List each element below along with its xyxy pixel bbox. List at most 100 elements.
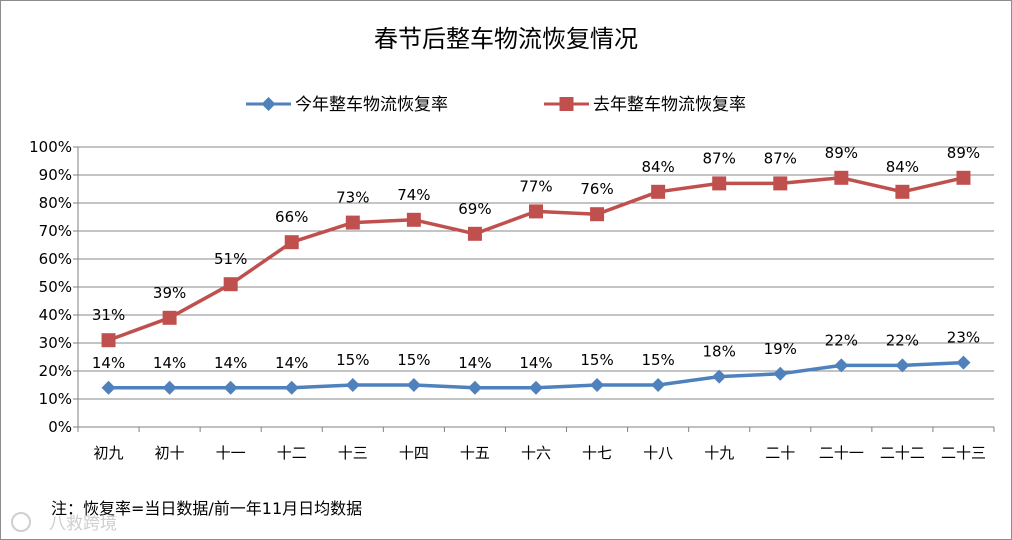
data-label: 14% xyxy=(275,354,308,372)
data-point xyxy=(101,380,116,395)
data-label: 76% xyxy=(580,180,613,198)
data-label: 14% xyxy=(519,354,552,372)
series-last-year: 31% 39% 51% 66% 73% 74% 69% 77% 76% 84% 87% 87% 89% 8… xyxy=(92,144,980,348)
x-tick-label: 初十 xyxy=(155,444,185,462)
data-point xyxy=(529,204,543,219)
x-tick-label: 初九 xyxy=(94,444,124,462)
x-axis-tick-labels: 初九 初十 十一 十二 十三 十四 十五 十六 十七 十八 十九 二十 二十一 二十二 二十三 xyxy=(94,444,986,462)
data-label: 31% xyxy=(92,306,125,324)
x-tick-label: 十四 xyxy=(399,444,429,462)
y-tick-label: 40% xyxy=(39,306,72,324)
chart-title: 春节后整车物流恢复情况 xyxy=(374,25,638,53)
x-tick-label: 十六 xyxy=(521,444,551,462)
data-label: 19% xyxy=(764,340,797,358)
x-tick-label: 二十一 xyxy=(819,444,864,462)
y-tick-label: 80% xyxy=(39,194,72,212)
data-label: 39% xyxy=(153,284,186,302)
data-label: 66% xyxy=(275,208,308,226)
data-label: 14% xyxy=(214,354,247,372)
y-tick-label: 90% xyxy=(39,166,72,184)
data-label: 69% xyxy=(458,200,491,218)
x-tick-label: 十九 xyxy=(704,444,734,462)
data-label: 74% xyxy=(397,186,430,204)
data-point xyxy=(773,176,788,191)
data-point xyxy=(406,212,421,227)
y-tick-label: 50% xyxy=(39,278,72,296)
data-point xyxy=(345,378,360,392)
data-point xyxy=(223,277,238,292)
data-label: 87% xyxy=(764,149,797,167)
data-point xyxy=(345,215,360,230)
data-label: 51% xyxy=(214,250,247,268)
data-point xyxy=(529,380,543,395)
watermark-logo-icon xyxy=(11,512,31,532)
data-label: 23% xyxy=(947,329,980,347)
y-tick-label: 70% xyxy=(39,222,72,240)
x-tick-label: 二十三 xyxy=(941,444,986,462)
y-tick-label: 100% xyxy=(29,138,72,156)
y-tick-label: 10% xyxy=(39,390,72,408)
legend-label-last-year: 去年整车物流恢复率 xyxy=(593,95,746,115)
data-point xyxy=(467,226,482,241)
data-point xyxy=(651,378,666,392)
data-label: 22% xyxy=(825,331,858,349)
data-point xyxy=(590,378,605,392)
data-label: 84% xyxy=(886,158,919,176)
x-tick-label: 二十 xyxy=(765,444,795,462)
data-label: 15% xyxy=(397,351,430,369)
data-point xyxy=(101,333,116,348)
legend-label-this-year: 今年整车物流恢复率 xyxy=(295,95,448,115)
data-label: 22% xyxy=(886,331,919,349)
data-label: 15% xyxy=(580,351,613,369)
y-tick-label: 20% xyxy=(39,362,72,380)
data-label: 14% xyxy=(458,354,491,372)
x-tick-label: 二十二 xyxy=(880,444,925,462)
data-point xyxy=(467,380,482,395)
data-label: 89% xyxy=(825,144,858,162)
legend-marker-this-year xyxy=(261,97,276,111)
data-point xyxy=(284,235,299,250)
y-tick-label: 60% xyxy=(39,250,72,268)
data-point xyxy=(895,358,910,373)
series-layer: 14% 14% 14% 14% 15% 15% 14% 14% 15% 15% 18% 19% 22% 2… xyxy=(92,144,980,395)
data-point xyxy=(651,184,666,199)
data-label: 87% xyxy=(703,149,736,167)
data-label: 89% xyxy=(947,144,980,162)
y-tick-label: 30% xyxy=(39,334,72,352)
data-label: 77% xyxy=(519,177,552,195)
data-point xyxy=(590,207,605,222)
y-axis-tick-labels: 0% 10% 20% 30% 40% 50% 60% 70% 80% 90% 100% xyxy=(29,138,72,436)
data-point xyxy=(284,380,299,395)
data-point xyxy=(895,184,910,199)
data-label: 84% xyxy=(641,158,674,176)
data-label: 14% xyxy=(153,354,186,372)
data-point xyxy=(712,176,727,191)
data-point xyxy=(162,310,177,325)
x-tick-label: 十五 xyxy=(460,444,490,462)
data-point xyxy=(773,366,788,381)
data-label: 15% xyxy=(641,351,674,369)
watermark-text: 八救跨境 xyxy=(49,514,117,534)
watermark: 八救跨境 xyxy=(11,512,117,534)
data-point xyxy=(162,380,177,395)
x-tick-label: 十七 xyxy=(582,444,612,462)
data-label: 14% xyxy=(92,354,125,372)
legend: 今年整车物流恢复率 去年整车物流恢复率 xyxy=(246,95,746,115)
x-tick-label: 十三 xyxy=(338,444,368,462)
data-point xyxy=(223,380,238,395)
data-label: 73% xyxy=(336,189,369,207)
axes xyxy=(73,146,995,432)
data-point xyxy=(834,170,849,185)
x-tick-label: 十八 xyxy=(643,444,673,462)
data-point xyxy=(406,378,421,392)
series-this-year: 14% 14% 14% 14% 15% 15% 14% 14% 15% 15% 18% 19% 22% 2… xyxy=(92,329,980,395)
data-point xyxy=(956,170,971,185)
data-point xyxy=(956,355,971,370)
data-label: 18% xyxy=(703,343,736,361)
footnote: 注：恢复率=当日数据/前一年11月日均数据 xyxy=(51,499,362,518)
data-point xyxy=(712,369,727,384)
data-point xyxy=(834,358,849,373)
x-tick-label: 十一 xyxy=(216,444,246,462)
